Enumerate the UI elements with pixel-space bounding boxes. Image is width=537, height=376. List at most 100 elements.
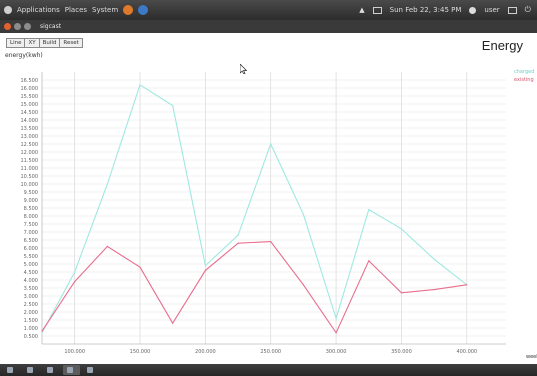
x-axis-label: week bbox=[526, 354, 537, 360]
firefox-launcher-icon[interactable] bbox=[123, 5, 134, 15]
taskbar-item-sigcast[interactable] bbox=[63, 365, 80, 375]
data-point-charged bbox=[368, 209, 370, 211]
data-point-existing bbox=[74, 281, 76, 283]
y-tick-label: 16.500 bbox=[21, 78, 39, 84]
x-tick-label: 100.000 bbox=[64, 349, 85, 355]
y-tick-label: 12.000 bbox=[21, 150, 39, 156]
legend-item-charged: charged bbox=[514, 69, 535, 75]
energy-line-chart: 0.500 1.000 1.500 2.000 2.500 3.000 3.500 4.000… bbox=[21, 72, 506, 355]
data-point-existing bbox=[270, 241, 272, 243]
clock[interactable]: Sun Feb 22, 3:45 PM bbox=[389, 6, 462, 14]
y-tick-label: 10.000 bbox=[21, 182, 39, 188]
y-tick-label: 14.000 bbox=[21, 118, 39, 124]
toolbar-button-build[interactable]: Build bbox=[38, 38, 61, 48]
x-tick-label: 150.000 bbox=[130, 349, 151, 355]
system-panel: Applications Places System ▲ Sun Feb 22,… bbox=[0, 0, 537, 20]
toolbar-button-xy[interactable]: XY bbox=[24, 38, 40, 48]
data-point-charged bbox=[433, 258, 435, 260]
y-tick-label: 8.000 bbox=[24, 214, 38, 220]
data-point-charged bbox=[204, 265, 206, 267]
data-point-existing bbox=[433, 289, 435, 291]
window-icon bbox=[87, 367, 93, 373]
taskbar-item-terminal[interactable] bbox=[3, 365, 20, 375]
y-tick-label: 13.500 bbox=[21, 126, 39, 132]
toolbar-button-reset[interactable]: Reset bbox=[59, 38, 83, 48]
chart-title: Energy bbox=[481, 38, 523, 53]
taskbar-item-window-5[interactable] bbox=[83, 365, 100, 375]
x-tick-label: 200.000 bbox=[195, 349, 216, 355]
x-tick-label: 400.000 bbox=[456, 349, 477, 355]
window-icon bbox=[27, 367, 33, 373]
x-tick-label: 350.000 bbox=[391, 349, 412, 355]
data-point-charged bbox=[106, 183, 108, 185]
taskbar-item-window-2[interactable] bbox=[23, 365, 40, 375]
window-title-bar[interactable]: sigcast bbox=[0, 20, 537, 33]
y-tick-label: 11.000 bbox=[21, 166, 39, 172]
y-tick-label: 7.000 bbox=[24, 230, 38, 236]
y-tick-label: 13.000 bbox=[21, 134, 39, 140]
data-point-existing bbox=[302, 284, 305, 286]
taskbar-item-window-3[interactable] bbox=[43, 365, 60, 375]
y-tick-label: 9.000 bbox=[24, 198, 38, 204]
data-point-charged bbox=[41, 332, 43, 334]
mouse-pointer-icon bbox=[240, 64, 247, 74]
y-tick-label: 4.500 bbox=[24, 270, 38, 276]
data-point-charged bbox=[74, 271, 76, 273]
y-tick-label: 7.500 bbox=[24, 222, 38, 228]
help-launcher-icon[interactable] bbox=[138, 5, 149, 15]
data-point-charged bbox=[302, 213, 305, 215]
series-line-charged bbox=[41, 83, 468, 334]
y-axis-label: energy(kwh) bbox=[5, 52, 43, 59]
network-icon[interactable]: ▲ bbox=[359, 6, 365, 14]
y-tick-label: 8.500 bbox=[24, 206, 38, 212]
maximize-window-icon[interactable] bbox=[24, 23, 31, 30]
data-point-existing bbox=[172, 322, 174, 324]
apps-menu-icon[interactable] bbox=[4, 6, 12, 14]
window-icon bbox=[67, 367, 73, 373]
y-tick-label: 10.500 bbox=[21, 174, 39, 180]
y-tick-label: 6.500 bbox=[24, 238, 38, 244]
y-tick-label: 0.500 bbox=[24, 334, 38, 340]
power-icon[interactable]: ⏻ bbox=[524, 5, 531, 14]
x-tick-label: 250.000 bbox=[260, 349, 281, 355]
user-menu[interactable]: user bbox=[484, 6, 500, 14]
x-tick-label: 300.000 bbox=[326, 349, 347, 355]
data-point-charged bbox=[400, 228, 403, 230]
data-point-existing bbox=[400, 292, 403, 294]
y-tick-label: 12.500 bbox=[21, 142, 39, 148]
system-menu[interactable]: System bbox=[92, 6, 119, 14]
places-menu[interactable]: Places bbox=[64, 6, 88, 14]
series-line-existing bbox=[41, 241, 467, 334]
window-title: sigcast bbox=[40, 23, 62, 30]
data-point-existing bbox=[106, 245, 108, 247]
data-point-existing bbox=[368, 260, 370, 262]
data-point-charged bbox=[270, 143, 272, 145]
data-point-charged bbox=[139, 84, 141, 86]
y-tick-label: 15.000 bbox=[21, 102, 39, 108]
y-tick-label: 3.500 bbox=[24, 286, 38, 292]
legend-item-existing: existing bbox=[514, 77, 534, 83]
window-icon bbox=[47, 367, 53, 373]
minimize-window-icon[interactable] bbox=[14, 23, 21, 30]
y-tick-label: 11.500 bbox=[21, 158, 39, 164]
chart-legend: charged existing bbox=[514, 68, 537, 84]
data-point-existing bbox=[204, 269, 206, 271]
y-tick-label: 5.500 bbox=[24, 254, 38, 260]
mail-icon[interactable] bbox=[507, 6, 517, 14]
close-window-icon[interactable] bbox=[4, 23, 11, 30]
y-tick-label: 2.500 bbox=[24, 302, 38, 308]
y-tick-label: 1.000 bbox=[24, 326, 38, 332]
chart-toolbar: Line XY Build Reset bbox=[6, 38, 83, 48]
applications-menu[interactable]: Applications bbox=[17, 6, 60, 14]
toolbar-button-line[interactable]: Line bbox=[6, 38, 26, 48]
user-icon[interactable] bbox=[469, 6, 477, 14]
data-point-existing bbox=[237, 242, 239, 244]
y-tick-label: 1.500 bbox=[24, 318, 38, 324]
battery-icon[interactable] bbox=[372, 6, 382, 14]
data-point-existing bbox=[466, 284, 468, 286]
y-tick-label: 16.000 bbox=[21, 86, 39, 92]
y-tick-label: 9.500 bbox=[24, 190, 38, 196]
y-tick-label: 2.000 bbox=[24, 310, 38, 316]
data-point-existing bbox=[41, 330, 43, 332]
data-point-existing bbox=[335, 332, 337, 334]
